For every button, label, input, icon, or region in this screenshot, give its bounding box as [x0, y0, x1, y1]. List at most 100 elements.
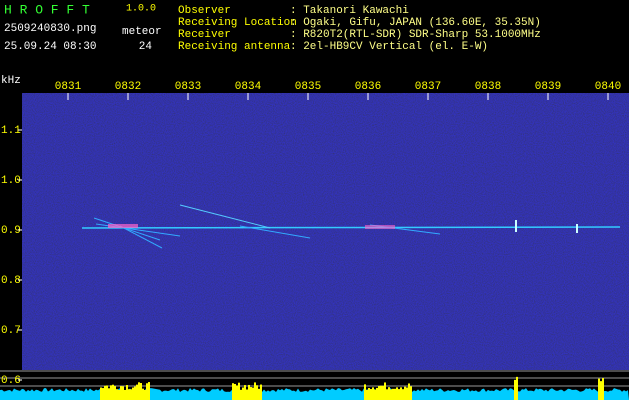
power-peak — [390, 389, 392, 400]
filename: 2509240830.png — [4, 23, 96, 35]
power-peak — [130, 389, 132, 400]
power-peak — [108, 388, 110, 400]
time-label: 0831 — [55, 81, 82, 93]
power-peak — [384, 382, 386, 400]
info-value: : Ogaki, Gifu, JAPAN (136.60E, 35.35N) — [290, 17, 541, 29]
power-peak — [126, 385, 128, 400]
power-peak — [378, 386, 380, 400]
freq-label: 1.1 — [1, 125, 21, 137]
power-trace — [0, 376, 629, 400]
meteor-count: 24 — [139, 41, 153, 53]
power-peak — [148, 382, 150, 400]
power-peak — [388, 387, 390, 400]
power-peak — [258, 388, 260, 400]
app-name: H R O F F T — [4, 2, 90, 17]
time-label: 0835 — [295, 81, 321, 93]
meteor-label: meteor — [122, 26, 162, 38]
meteor-streak — [93, 217, 161, 241]
power-peak — [364, 384, 366, 400]
power-peak — [140, 383, 142, 400]
power-peak — [128, 389, 130, 400]
time-label: 0838 — [475, 81, 501, 93]
power-peak — [408, 383, 410, 400]
power-peak — [240, 389, 242, 400]
power-peak — [252, 387, 254, 400]
power-peak — [144, 389, 146, 400]
power-peak — [120, 386, 122, 400]
power-peak — [376, 387, 378, 400]
power-peak — [142, 388, 144, 400]
meteor-head — [108, 224, 138, 228]
version: 1.0.0 — [126, 4, 156, 15]
power-peak — [100, 387, 102, 400]
power-peak — [250, 387, 252, 400]
freq-label: 0.9 — [1, 225, 21, 237]
power-peak — [370, 389, 372, 400]
info-label: Receiving antenna — [178, 41, 291, 53]
power-peak — [402, 389, 404, 400]
power-peak — [138, 382, 140, 400]
freq-label: 1.0 — [1, 175, 21, 187]
power-peak — [244, 385, 246, 400]
time-label: 0839 — [535, 81, 561, 93]
power-peak — [134, 386, 136, 400]
power-peak — [600, 381, 602, 400]
power-peak — [106, 385, 108, 400]
power-peak — [598, 378, 600, 400]
power-peak — [238, 382, 240, 400]
power-peak — [394, 388, 396, 400]
power-peak — [232, 383, 234, 400]
power-peak — [602, 378, 604, 400]
time-label: 0837 — [415, 81, 441, 93]
power-base — [0, 388, 629, 400]
power-peak — [406, 387, 408, 400]
info-label: Receiving Location — [178, 17, 297, 29]
time-label: 0834 — [235, 81, 262, 93]
power-peak — [116, 389, 118, 400]
spectrogram-noise — [22, 93, 629, 370]
power-peak — [248, 384, 250, 400]
power-peak — [146, 383, 148, 400]
power-peak — [132, 387, 134, 400]
power-peak — [260, 384, 262, 400]
info-value: : R820T2(RTL-SDR) SDR-Sharp 53.1000MHz — [290, 29, 541, 41]
power-peak — [246, 389, 248, 400]
power-peak — [104, 385, 106, 400]
power-peak — [236, 385, 238, 400]
power-peak — [372, 387, 374, 400]
power-peak — [392, 388, 394, 400]
info-label: Receiver — [178, 29, 231, 41]
info-value: : 2el-HB9CV Vertical (el. E-W) — [290, 41, 488, 53]
power-peak — [136, 384, 138, 400]
power-peak — [114, 386, 116, 400]
power-peak — [112, 384, 114, 400]
power-peak — [410, 386, 412, 400]
power-peak — [122, 386, 124, 400]
info-value: : Takanori Kawachi — [290, 5, 409, 17]
meteor-head — [365, 225, 395, 229]
freq-label: 0.8 — [1, 275, 21, 287]
power-peak — [400, 387, 402, 400]
power-peak — [514, 379, 516, 400]
meteor-streak — [119, 225, 163, 249]
power-peak — [366, 389, 368, 400]
power-peak — [380, 385, 382, 400]
signals — [81, 204, 621, 249]
power-peak — [256, 385, 258, 400]
power-peak — [234, 383, 236, 400]
power-peak — [404, 386, 406, 400]
power-peak — [254, 382, 256, 400]
meteor-streak — [179, 204, 271, 229]
power-peak — [396, 387, 398, 400]
carrier — [81, 226, 621, 229]
time-label: 0833 — [175, 81, 201, 93]
freq-label: 0.7 — [1, 325, 21, 337]
power-peak — [386, 389, 388, 400]
power-peak — [102, 388, 104, 400]
freq-label: 0.6 — [1, 375, 21, 387]
power-peak — [242, 387, 244, 400]
datetime: 25.09.24 08:30 — [4, 41, 96, 53]
time-label: 0832 — [115, 81, 141, 93]
